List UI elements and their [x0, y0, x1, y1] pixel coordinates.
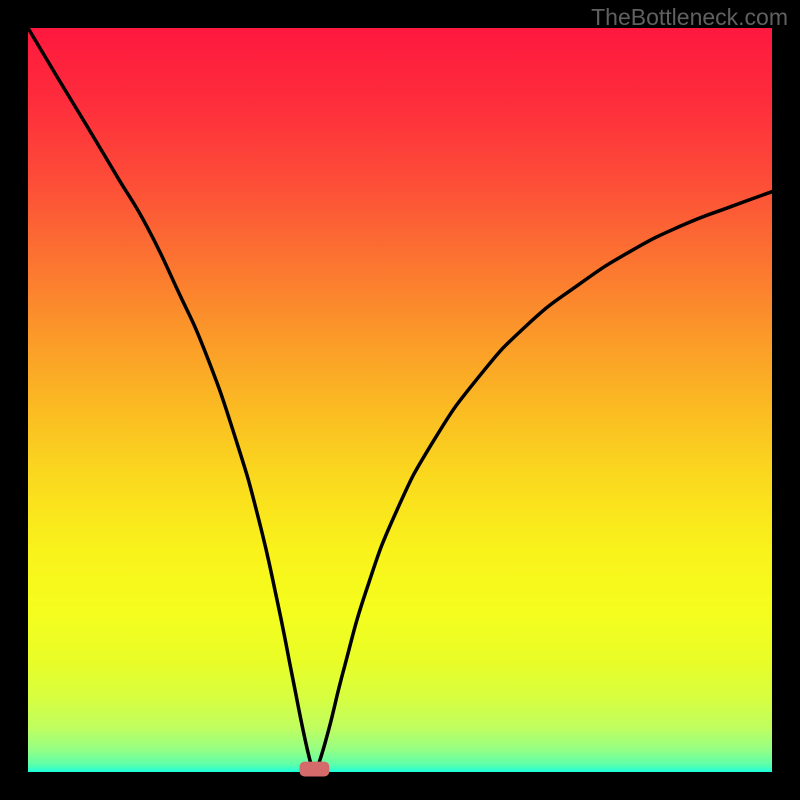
- optimal-point-marker: [300, 762, 330, 777]
- chart-container: TheBottleneck.com: [0, 0, 800, 800]
- plot-gradient-bg: [28, 28, 772, 772]
- watermark-label: TheBottleneck.com: [591, 4, 788, 31]
- chart-svg: [0, 0, 800, 800]
